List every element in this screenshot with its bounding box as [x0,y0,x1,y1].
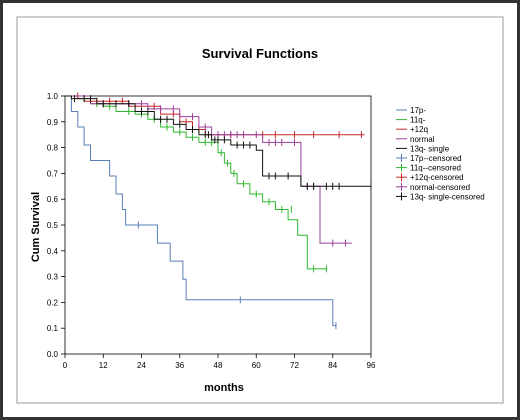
y-axis-title: Cum Survival [30,192,42,262]
y-tick-label: 0.1 [47,324,59,333]
y-tick-label: 0.0 [47,350,59,359]
x-tick-label: 36 [175,361,184,370]
x-tick-label: 24 [137,361,146,370]
y-tick-label: 1.0 [47,92,59,101]
y-tick-label: 0.5 [47,221,59,230]
y-tick-label: 0.3 [47,273,59,282]
y-tick-label: 0.7 [47,169,59,178]
legend-label: 17p--censored [410,154,462,163]
x-tick-label: 0 [63,361,68,370]
legend-label: normal-censored [410,183,470,192]
legend-label: 17p- [410,106,426,115]
legend-label: +12q [410,125,428,134]
y-tick-label: 0.2 [47,298,59,307]
series-line-normal [65,95,352,244]
chart-title: Survival Functions [202,46,318,61]
x-tick-label: 60 [252,361,261,370]
x-tick-label: 12 [99,361,108,370]
x-tick-label: 72 [290,361,299,370]
x-tick-label: 48 [214,361,223,370]
legend-label: +12q-censored [410,173,464,182]
chart-area-border [16,16,504,404]
y-tick-label: 0.9 [47,118,59,127]
x-tick-label: 84 [328,361,337,370]
legend-label: 13q- single [410,144,450,153]
series-line-17p [65,95,336,327]
legend-label: normal [410,135,435,144]
legend-label: 11q--censored [410,164,461,173]
legend-label: 11q- [410,116,426,125]
series-line-11q [65,95,327,270]
y-tick-label: 0.6 [47,195,59,204]
survival-chart: Survival Functions Cum Survival months 0… [16,16,504,404]
y-tick-label: 0.8 [47,144,59,153]
series-line-12q [65,95,365,136]
plot-area: 0 12 24 36 48 60 72 84 96 0.0 0.1 0.2 0.3 0.4 0.5 0.6 0.… [47,92,376,370]
x-tick-label: 96 [367,361,376,370]
y-tick-label: 0.4 [47,247,59,256]
x-axis-title: months [204,382,244,394]
legend-label: 13q- single-censored [410,192,485,201]
